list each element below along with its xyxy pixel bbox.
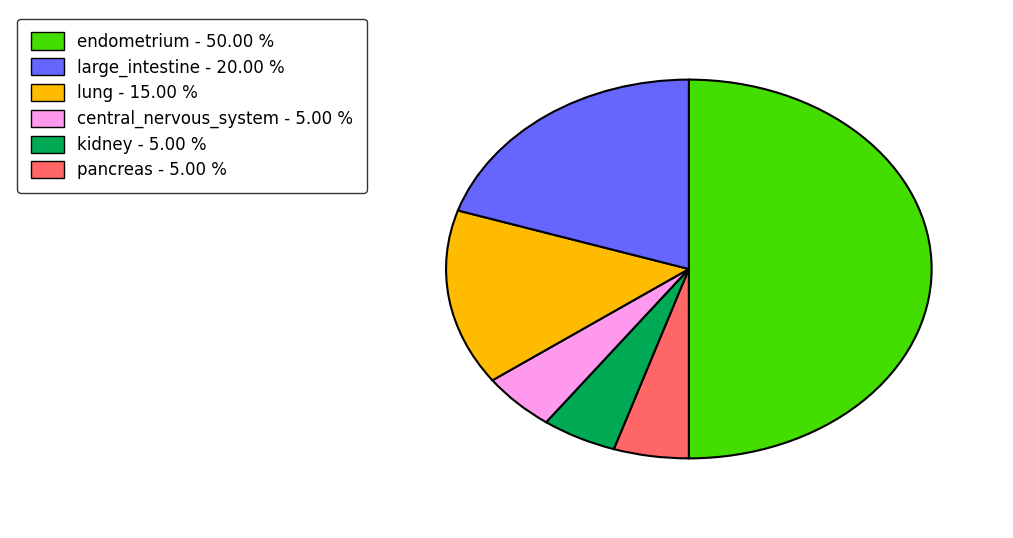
- Wedge shape: [492, 269, 689, 422]
- Wedge shape: [614, 269, 689, 458]
- Wedge shape: [446, 210, 689, 380]
- Legend: endometrium - 50.00 %, large_intestine - 20.00 %, lung - 15.00 %, central_nervou: endometrium - 50.00 %, large_intestine -…: [17, 19, 367, 193]
- Wedge shape: [689, 80, 932, 458]
- Wedge shape: [546, 269, 689, 449]
- Wedge shape: [458, 80, 689, 269]
